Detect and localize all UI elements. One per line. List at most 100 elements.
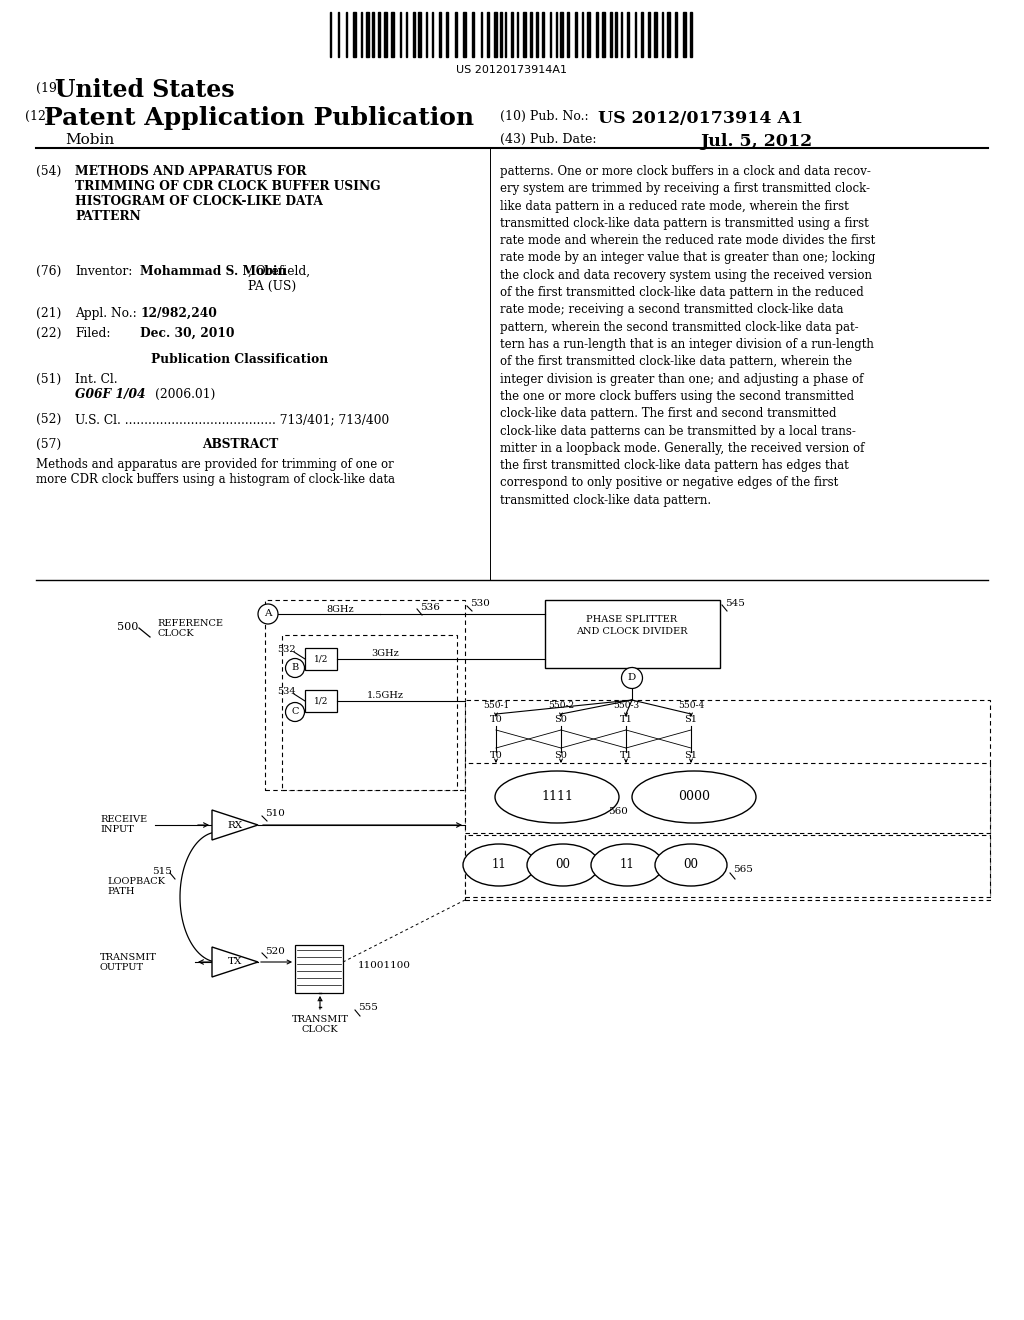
Bar bbox=[615, 12, 617, 57]
Text: 12/982,240: 12/982,240 bbox=[140, 308, 217, 319]
Ellipse shape bbox=[463, 843, 535, 886]
Text: 550-3: 550-3 bbox=[613, 701, 639, 710]
Bar bbox=[265, 601, 465, 789]
Text: (51): (51) bbox=[36, 374, 61, 385]
Bar bbox=[465, 763, 990, 833]
Text: Patent Application Publication: Patent Application Publication bbox=[44, 106, 474, 129]
Text: 520: 520 bbox=[265, 946, 285, 956]
Text: RECEIVE: RECEIVE bbox=[100, 816, 147, 825]
Text: T0: T0 bbox=[489, 751, 503, 760]
Text: Appl. No.:: Appl. No.: bbox=[75, 308, 137, 319]
Text: 515: 515 bbox=[153, 867, 172, 876]
Text: Methods and apparatus are provided for trimming of one or
more CDR clock buffers: Methods and apparatus are provided for t… bbox=[36, 458, 395, 486]
Bar bbox=[654, 12, 657, 57]
Text: (43) Pub. Date:: (43) Pub. Date: bbox=[500, 133, 597, 147]
Text: 1111: 1111 bbox=[541, 791, 573, 804]
Text: (22): (22) bbox=[36, 327, 61, 341]
Bar bbox=[575, 12, 577, 57]
Text: 0000: 0000 bbox=[678, 791, 710, 804]
Ellipse shape bbox=[495, 771, 618, 822]
Text: (10) Pub. No.:: (10) Pub. No.: bbox=[500, 110, 589, 123]
Text: patterns. One or more clock buffers in a clock and data recov-
ery system are tr: patterns. One or more clock buffers in a… bbox=[500, 165, 876, 507]
Text: Dec. 30, 2010: Dec. 30, 2010 bbox=[140, 327, 234, 341]
Bar bbox=[378, 12, 380, 57]
Ellipse shape bbox=[632, 771, 756, 822]
Text: (54): (54) bbox=[36, 165, 61, 178]
Text: T1: T1 bbox=[620, 751, 633, 760]
Bar bbox=[610, 12, 612, 57]
Text: 550-1: 550-1 bbox=[483, 701, 509, 710]
Bar bbox=[463, 12, 466, 57]
Bar bbox=[413, 12, 415, 57]
Text: 1/2: 1/2 bbox=[313, 697, 328, 705]
Text: OUTPUT: OUTPUT bbox=[100, 962, 144, 972]
Bar bbox=[372, 12, 374, 57]
Text: S0: S0 bbox=[555, 715, 567, 725]
Text: 00: 00 bbox=[555, 858, 570, 871]
Bar bbox=[465, 700, 990, 900]
Bar bbox=[602, 12, 605, 57]
Polygon shape bbox=[212, 810, 258, 840]
Bar bbox=[391, 12, 394, 57]
Bar bbox=[465, 836, 990, 898]
Bar bbox=[667, 12, 670, 57]
Text: Int. Cl.: Int. Cl. bbox=[75, 374, 118, 385]
Text: D: D bbox=[628, 673, 636, 682]
Text: G06F 1/04: G06F 1/04 bbox=[75, 388, 145, 401]
Text: (57): (57) bbox=[36, 438, 61, 451]
Text: C: C bbox=[291, 708, 299, 717]
Text: 3GHz: 3GHz bbox=[371, 648, 399, 657]
Text: TX: TX bbox=[227, 957, 243, 966]
Text: (76): (76) bbox=[36, 265, 61, 279]
Text: 510: 510 bbox=[265, 809, 285, 818]
Text: (12): (12) bbox=[25, 110, 51, 123]
Bar bbox=[455, 12, 457, 57]
Ellipse shape bbox=[591, 843, 663, 886]
Text: LOOPBACK: LOOPBACK bbox=[106, 878, 165, 887]
Text: 536: 536 bbox=[420, 603, 440, 612]
Bar bbox=[500, 12, 502, 57]
Text: Mobin: Mobin bbox=[65, 133, 115, 147]
Text: US 2012/0173914 A1: US 2012/0173914 A1 bbox=[598, 110, 803, 127]
Text: Filed:: Filed: bbox=[75, 327, 111, 341]
Bar bbox=[305, 648, 337, 671]
Text: 00: 00 bbox=[683, 858, 698, 871]
Text: Jul. 5, 2012: Jul. 5, 2012 bbox=[700, 133, 812, 150]
Bar bbox=[641, 12, 643, 57]
Text: Mohammad S. Mobin: Mohammad S. Mobin bbox=[140, 265, 287, 279]
Text: 565: 565 bbox=[733, 866, 753, 874]
Text: INPUT: INPUT bbox=[100, 825, 134, 834]
Text: (2006.01): (2006.01) bbox=[155, 388, 215, 401]
Bar bbox=[472, 12, 474, 57]
Text: B: B bbox=[292, 664, 299, 672]
Bar bbox=[530, 12, 532, 57]
Text: RX: RX bbox=[227, 821, 243, 829]
Ellipse shape bbox=[622, 668, 642, 689]
Bar bbox=[418, 12, 421, 57]
Bar bbox=[587, 12, 590, 57]
Text: U.S. Cl. ....................................... 713/401; 713/400: U.S. Cl. ...............................… bbox=[75, 413, 389, 426]
Text: S1: S1 bbox=[684, 715, 697, 725]
Text: TRANSMIT: TRANSMIT bbox=[100, 953, 157, 961]
Bar bbox=[523, 12, 526, 57]
Text: (19): (19) bbox=[36, 82, 61, 95]
Text: 8GHz: 8GHz bbox=[327, 605, 354, 614]
Text: S0: S0 bbox=[555, 751, 567, 760]
Bar bbox=[366, 12, 369, 57]
Text: A: A bbox=[264, 610, 271, 619]
Bar bbox=[536, 12, 538, 57]
Text: Inventor:: Inventor: bbox=[75, 265, 132, 279]
Ellipse shape bbox=[258, 605, 278, 624]
Text: Publication Classification: Publication Classification bbox=[152, 352, 329, 366]
Text: 550-2: 550-2 bbox=[548, 701, 574, 710]
Text: 560: 560 bbox=[608, 808, 628, 817]
Text: (21): (21) bbox=[36, 308, 61, 319]
Bar bbox=[560, 12, 563, 57]
Text: 11: 11 bbox=[620, 858, 635, 871]
Bar bbox=[690, 12, 692, 57]
Bar bbox=[282, 635, 457, 789]
Text: 534: 534 bbox=[278, 688, 296, 697]
Bar bbox=[295, 945, 343, 993]
Bar bbox=[683, 12, 686, 57]
Text: , Orefield,
PA (US): , Orefield, PA (US) bbox=[248, 265, 310, 293]
